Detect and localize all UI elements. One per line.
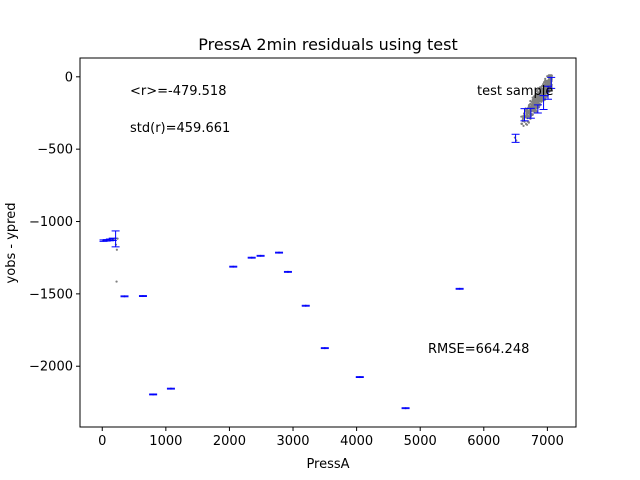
x-tick-label: 4000 xyxy=(340,434,373,449)
sample-annotation: test sample xyxy=(477,84,553,99)
axes-frame xyxy=(79,57,577,428)
residual-point xyxy=(540,100,543,103)
residual-point xyxy=(542,81,546,84)
residual-point xyxy=(537,91,540,94)
residual-point xyxy=(539,86,542,90)
residual-point xyxy=(520,115,523,118)
x-tick-label: 2000 xyxy=(213,434,246,449)
residual-point xyxy=(522,124,525,127)
y-tick-label: 0 xyxy=(65,70,73,85)
residual-point xyxy=(533,110,536,113)
binned-error-bar xyxy=(229,265,238,268)
residual-point xyxy=(538,100,541,103)
std-residual-annotation: std(r)=459.661 xyxy=(130,121,230,136)
residual-point xyxy=(520,122,524,125)
residual-point xyxy=(526,110,529,113)
x-tick-label: 7000 xyxy=(531,434,564,449)
binned-error-bar xyxy=(149,393,158,396)
residual-point xyxy=(545,95,548,98)
residual-point xyxy=(530,104,533,107)
residual-point xyxy=(541,91,544,94)
residual-point xyxy=(543,83,546,87)
residual-point xyxy=(532,105,535,108)
plot-area xyxy=(99,74,556,410)
binned-error-bar xyxy=(320,347,329,350)
residual-point xyxy=(525,109,528,112)
binned-error-bar xyxy=(111,230,120,248)
residual-point xyxy=(543,89,546,93)
rmse-annotation: RMSE=664.248 xyxy=(428,342,529,357)
residual-point xyxy=(528,103,531,107)
residual-point xyxy=(531,109,535,112)
residual-point xyxy=(544,79,547,82)
binned-error-bar xyxy=(547,76,556,89)
binned-error-bar xyxy=(283,270,292,273)
residual-point xyxy=(532,99,535,102)
residual-point xyxy=(528,112,531,115)
binned-error-bar xyxy=(301,304,310,307)
residual-point xyxy=(115,280,118,283)
residual-point xyxy=(539,96,542,99)
residual-point xyxy=(521,118,524,121)
axis-ticks: 0 1000 2000 3000 4000 5000 6000 7000 0 −500 −1000 −… xyxy=(29,70,564,449)
residual-point xyxy=(530,100,533,103)
residual-point xyxy=(525,113,528,116)
residual-point xyxy=(531,102,534,106)
residual-point xyxy=(543,86,546,89)
binned-error-bar xyxy=(539,95,548,111)
residual-point xyxy=(536,95,539,99)
binned-error-bar xyxy=(120,295,129,298)
residual-point xyxy=(546,82,549,85)
binned-error-bar xyxy=(533,104,542,114)
residual-point xyxy=(533,96,537,99)
residual-point xyxy=(548,82,551,85)
residual-point xyxy=(540,93,543,96)
binned-error-bar xyxy=(511,133,520,143)
x-tick-label: 0 xyxy=(98,434,106,449)
x-tick-label: 6000 xyxy=(467,434,500,449)
residual-point xyxy=(545,90,548,93)
residual-point xyxy=(531,113,534,116)
residual-point xyxy=(522,115,525,119)
residual-point xyxy=(534,108,537,111)
residual-point xyxy=(524,115,528,118)
residual-point xyxy=(536,100,539,103)
x-tick-label: 5000 xyxy=(404,434,437,449)
y-tick-label: −500 xyxy=(37,143,73,158)
x-tick-label: 1000 xyxy=(149,434,182,449)
chart-title: PressA 2min residuals using test xyxy=(198,35,457,54)
residual-point xyxy=(116,237,119,240)
y-tick-label: −2000 xyxy=(29,360,73,375)
residual-point xyxy=(536,93,539,96)
binned-error-bar xyxy=(455,287,464,290)
residual-point xyxy=(546,75,549,78)
binned-error-bar xyxy=(355,376,364,379)
binned-error-bar xyxy=(138,295,147,297)
residual-point xyxy=(541,89,544,92)
residual-point xyxy=(537,102,540,105)
x-axis-label: PressA xyxy=(306,457,349,472)
binned-error-bar xyxy=(275,251,284,254)
residual-point xyxy=(533,101,536,104)
residual-point xyxy=(549,89,553,92)
y-tick-label: −1500 xyxy=(29,287,73,302)
binned-error-bar xyxy=(166,387,175,390)
residual-point xyxy=(539,89,542,92)
mean-residual-annotation: <r>=-479.518 xyxy=(130,84,226,99)
residual-point xyxy=(525,123,529,126)
binned-error-bar xyxy=(247,256,256,259)
binned-error-bar xyxy=(256,254,265,257)
residual-point xyxy=(115,248,118,251)
x-tick-label: 3000 xyxy=(276,434,309,449)
y-axis-label: yobs - ypred xyxy=(4,203,19,284)
residual-point xyxy=(538,98,541,101)
residual-point xyxy=(549,74,552,77)
residual-point xyxy=(544,86,548,89)
binned-error-bar xyxy=(401,407,410,410)
residual-point xyxy=(526,114,529,118)
binned-error-bar xyxy=(526,107,535,119)
y-tick-label: −1000 xyxy=(29,215,73,230)
